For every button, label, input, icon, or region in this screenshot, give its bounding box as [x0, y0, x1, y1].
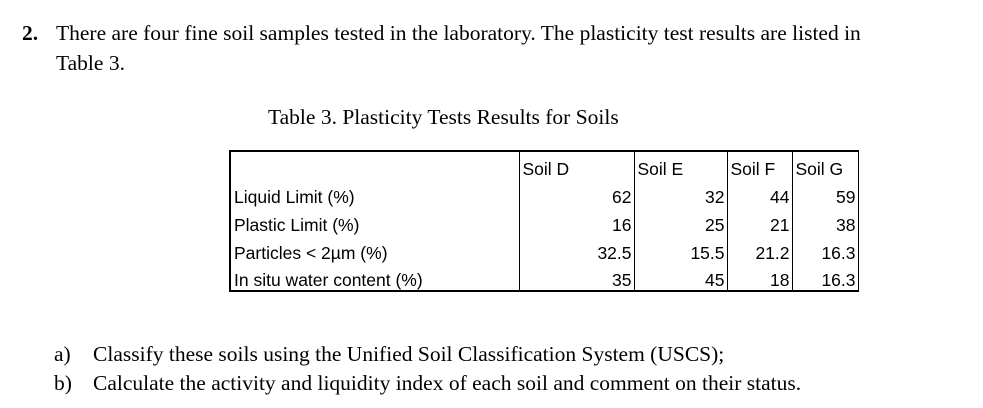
task-b-label: b)	[54, 371, 72, 395]
cell-value: 16.3	[792, 235, 859, 263]
cell-value: 44	[727, 179, 793, 207]
cell-value: 15.5	[634, 235, 728, 263]
task-a-text: Classify these soils using the Unified S…	[93, 342, 725, 366]
row-label-liquid-limit: Liquid Limit (%)	[229, 179, 520, 207]
cell-value: 38	[792, 207, 859, 235]
cell-value: 32.5	[519, 235, 635, 263]
task-b-text: Calculate the activity and liquidity ind…	[93, 371, 802, 395]
row-label-water-content: In situ water content (%)	[229, 263, 520, 292]
cell-value: 21	[727, 207, 793, 235]
question-text-1: There are four fine soil samples tested …	[56, 21, 861, 45]
question-number: 2.	[22, 21, 39, 45]
table-row: Plastic Limit (%) 16 25 21 38	[229, 207, 859, 235]
cell-value: 21.2	[727, 235, 793, 263]
header-soil-e: Soil E	[634, 150, 728, 179]
table-row: Liquid Limit (%) 62 32 44 59	[229, 179, 859, 207]
cell-value: 32	[634, 179, 728, 207]
table-header-row: Soil D Soil E Soil F Soil G	[229, 150, 859, 179]
cell-value: 35	[519, 263, 635, 292]
header-soil-d: Soil D	[519, 150, 635, 179]
row-label-particles: Particles < 2µm (%)	[229, 235, 520, 263]
task-b: b) Calculate the activity and liquidity i…	[54, 368, 801, 398]
cell-value: 59	[792, 179, 859, 207]
cell-value: 25	[634, 207, 728, 235]
cell-value: 18	[727, 263, 793, 292]
task-a-label: a)	[54, 342, 71, 366]
table-row: Particles < 2µm (%) 32.5 15.5 21.2 16.3	[229, 235, 859, 263]
task-a: a) Classify these soils using the Unified…	[54, 339, 724, 369]
table-row: In situ water content (%) 35 45 18 16.3	[229, 263, 859, 292]
header-blank-cell	[229, 150, 520, 179]
plasticity-table: Soil D Soil E Soil F Soil G Liquid Limit…	[229, 150, 859, 292]
cell-value: 16	[519, 207, 635, 235]
cell-value: 45	[634, 263, 728, 292]
header-soil-f: Soil F	[727, 150, 793, 179]
question-line-1: 2. There are four fine soil samples teste…	[22, 18, 861, 48]
cell-value: 62	[519, 179, 635, 207]
question-line-2: Table 3.	[56, 51, 125, 75]
header-soil-g: Soil G	[792, 150, 859, 179]
cell-value: 16.3	[792, 263, 859, 292]
table-caption: Table 3. Plasticity Tests Results for So…	[268, 105, 619, 129]
row-label-plastic-limit: Plastic Limit (%)	[229, 207, 520, 235]
